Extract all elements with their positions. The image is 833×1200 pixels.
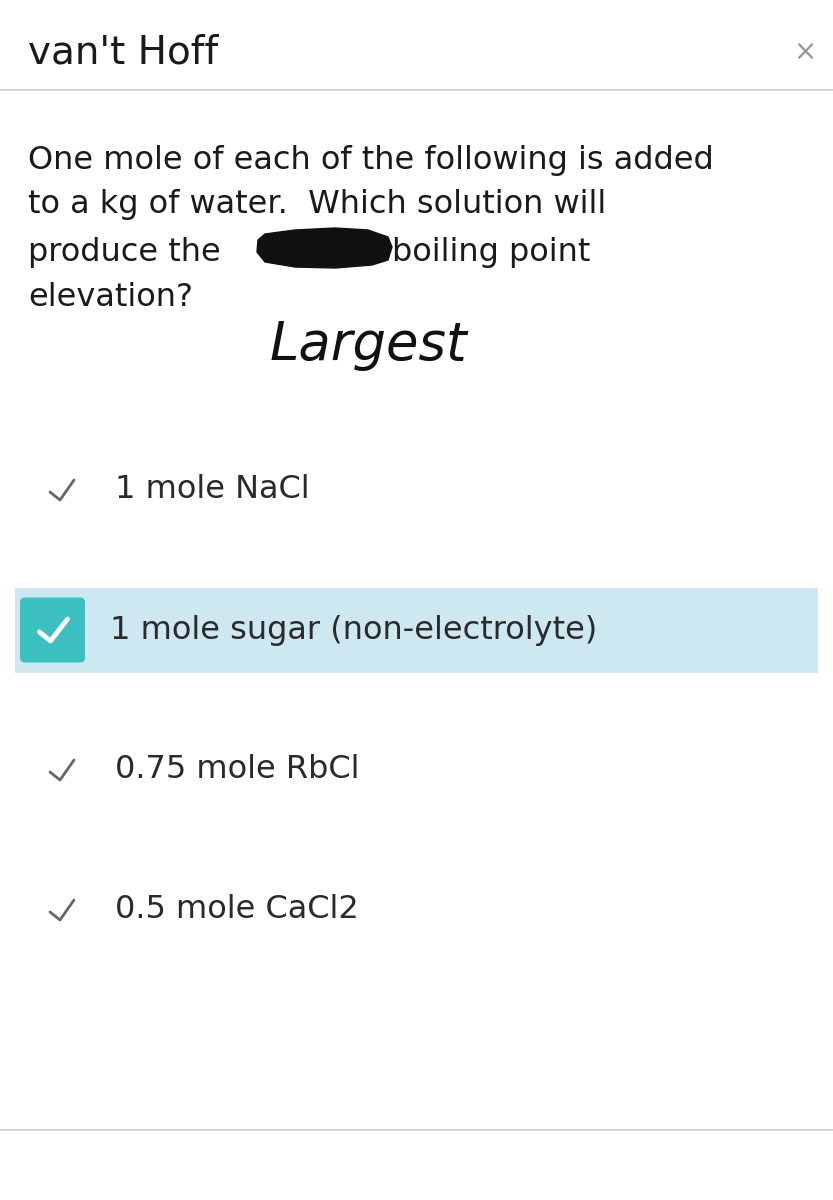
Text: 1 mole NaCl: 1 mole NaCl [115, 474, 310, 505]
Text: Largest: Largest [270, 319, 467, 371]
Text: 1 mole sugar (non-electrolyte): 1 mole sugar (non-electrolyte) [110, 614, 597, 646]
Text: boiling point: boiling point [392, 238, 591, 269]
Text: 0.75 mole RbCl: 0.75 mole RbCl [115, 755, 360, 786]
Text: to a kg of water.  Which solution will: to a kg of water. Which solution will [28, 190, 606, 221]
Text: 0.5 mole CaCl2: 0.5 mole CaCl2 [115, 894, 359, 925]
Text: van't Hoff: van't Hoff [28, 32, 218, 71]
FancyBboxPatch shape [15, 588, 818, 672]
Polygon shape [257, 228, 392, 268]
Text: ×: × [793, 38, 816, 66]
Text: elevation?: elevation? [28, 282, 193, 313]
FancyBboxPatch shape [20, 598, 85, 662]
Text: One mole of each of the following is added: One mole of each of the following is add… [28, 144, 714, 175]
Text: produce the: produce the [28, 238, 221, 269]
